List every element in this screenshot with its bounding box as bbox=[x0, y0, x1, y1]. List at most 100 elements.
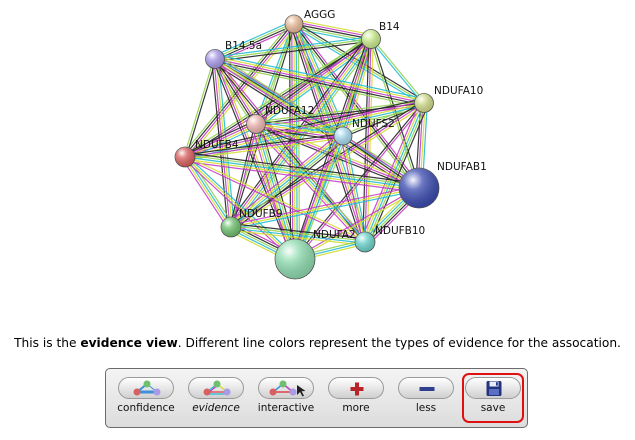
evidence-edge bbox=[291, 37, 369, 259]
evidence-edge bbox=[229, 133, 342, 226]
evidence-edge bbox=[184, 135, 344, 158]
evidence-edge bbox=[216, 57, 298, 259]
evidence-edge bbox=[185, 59, 217, 158]
node-label: NDUFB10 bbox=[375, 225, 425, 237]
node-aggg[interactable]: AGGG bbox=[284, 9, 335, 34]
node-label: NDUFA12 bbox=[265, 105, 314, 117]
evidence-edge bbox=[229, 123, 256, 227]
node-label: NDUFS2 bbox=[352, 118, 395, 130]
network-nodes[interactable]: AGGG B14 B14.5a NDUFA10 NDUFA12 NDUFS2 NDUFB4 N… bbox=[174, 9, 487, 280]
more-label: more bbox=[342, 402, 370, 414]
node-shine bbox=[246, 114, 266, 134]
node-shine bbox=[175, 147, 195, 167]
node-ndufb9[interactable]: NDUFB9 bbox=[220, 208, 283, 238]
evidence-edge bbox=[185, 154, 420, 187]
evidence-edge bbox=[371, 37, 426, 103]
evidence-edge bbox=[231, 223, 366, 240]
node-ndufb4[interactable]: NDUFB4 bbox=[174, 139, 239, 168]
evidence-edges bbox=[181, 19, 429, 264]
confidence-label: confidence bbox=[117, 402, 175, 414]
node-label: NDUFAB1 bbox=[437, 161, 487, 173]
floppy-disk-icon bbox=[465, 377, 521, 399]
save-highlight-box bbox=[462, 373, 524, 423]
evidence-edge bbox=[340, 136, 364, 243]
node-ndufa12[interactable]: NDUFA12 bbox=[246, 105, 315, 134]
evidence-edge bbox=[289, 24, 292, 260]
node-label: AGGG bbox=[304, 9, 335, 21]
evidence-edge bbox=[186, 154, 297, 258]
view-toolbar: confidence evidence bbox=[105, 368, 528, 428]
node-b14[interactable]: B14 bbox=[361, 21, 400, 49]
evidence-edge bbox=[231, 189, 420, 230]
node-label: NDUFA10 bbox=[434, 85, 483, 97]
interactive-view-button[interactable]: interactive bbox=[254, 377, 318, 423]
evidence-edge bbox=[184, 156, 420, 189]
evidence-edge bbox=[212, 59, 294, 261]
save-button[interactable]: save bbox=[461, 377, 525, 423]
evidence-edge bbox=[294, 21, 372, 38]
evidence-edge bbox=[255, 123, 344, 137]
node-ndufa10[interactable]: NDUFA10 bbox=[414, 85, 484, 113]
evidence-edge bbox=[214, 22, 294, 59]
evidence-edge bbox=[232, 137, 345, 230]
confidence-view-icon bbox=[118, 377, 174, 399]
evidence-edge bbox=[342, 101, 424, 136]
node-shine bbox=[414, 93, 434, 113]
evidence-edge bbox=[294, 186, 419, 259]
node-label: NDUFB9 bbox=[239, 208, 283, 220]
evidence-edge bbox=[184, 158, 419, 191]
node-shine bbox=[285, 15, 303, 33]
evidence-edge bbox=[293, 23, 420, 189]
node-label: B14.5a bbox=[225, 40, 262, 52]
evidence-edge bbox=[184, 133, 343, 156]
evidence-edge bbox=[293, 23, 372, 40]
evidence-edge bbox=[294, 19, 372, 36]
evidence-edge bbox=[233, 138, 347, 231]
node-b14-5a[interactable]: B14.5a bbox=[205, 40, 263, 69]
evidence-edge bbox=[293, 38, 371, 259]
evidence-edge bbox=[257, 121, 368, 241]
evidence-edge bbox=[215, 24, 295, 61]
confidence-view-button[interactable]: confidence bbox=[114, 377, 178, 423]
evidence-edge bbox=[255, 123, 420, 189]
evidence-edge bbox=[185, 152, 420, 185]
evidence-edge bbox=[213, 62, 424, 108]
evidence-edge bbox=[230, 227, 365, 244]
less-nodes-button[interactable]: less bbox=[394, 377, 458, 423]
evidence-edge bbox=[297, 136, 347, 261]
evidence-view-button[interactable]: evidence bbox=[184, 377, 248, 423]
evidence-edge bbox=[181, 158, 229, 230]
more-nodes-button[interactable]: more bbox=[324, 377, 388, 423]
evidence-edge bbox=[183, 157, 231, 228]
node-ndufb10[interactable]: NDUFB10 bbox=[354, 225, 425, 253]
evidence-edge bbox=[185, 155, 366, 242]
evidence-edge bbox=[343, 103, 425, 138]
node-ndufa2[interactable]: NDUFA2 bbox=[274, 229, 356, 280]
evidence-edge bbox=[345, 39, 375, 138]
caption-prefix: This is the bbox=[14, 336, 81, 350]
less-label: less bbox=[415, 402, 437, 414]
evidence-edge bbox=[256, 121, 344, 135]
node-shine bbox=[361, 29, 381, 49]
evidence-edge bbox=[214, 60, 424, 106]
caption: This is the evidence view. Different lin… bbox=[0, 336, 635, 350]
evidence-edge bbox=[295, 188, 420, 261]
evidence-edge bbox=[231, 124, 258, 228]
node-shine bbox=[399, 168, 439, 208]
evidence-edge bbox=[342, 135, 366, 243]
evidence-edge bbox=[211, 59, 229, 228]
evidence-edge bbox=[230, 229, 365, 246]
plus-icon bbox=[328, 377, 384, 399]
caption-bold-term: evidence view bbox=[80, 336, 178, 350]
evidence-edge bbox=[183, 120, 255, 155]
evidence-edge bbox=[230, 187, 420, 228]
evidence-edge bbox=[214, 36, 371, 58]
node-ndufs2[interactable]: NDUFS2 bbox=[333, 118, 395, 146]
evidence-edge bbox=[230, 185, 419, 226]
evidence-edge bbox=[231, 225, 366, 242]
node-ndufab1[interactable]: NDUFAB1 bbox=[398, 161, 487, 209]
network-graph[interactable]: AGGG B14 B14.5a NDUFA10 NDUFA12 NDUFS2 NDUFB4 N… bbox=[0, 0, 635, 300]
evidence-edge bbox=[254, 124, 365, 244]
node-shine bbox=[205, 49, 225, 69]
evidence-edge bbox=[184, 156, 296, 260]
